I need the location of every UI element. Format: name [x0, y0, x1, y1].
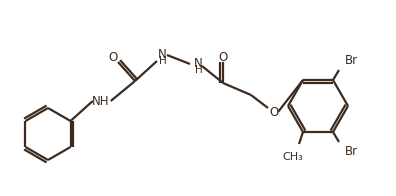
Text: CH₃: CH₃	[283, 152, 303, 162]
Text: O: O	[218, 51, 228, 64]
Text: O: O	[269, 105, 279, 119]
Text: Br: Br	[345, 54, 358, 66]
Text: H: H	[159, 56, 167, 66]
Text: O: O	[109, 51, 118, 64]
Text: NH: NH	[92, 94, 110, 107]
Text: Br: Br	[345, 145, 358, 159]
Text: N: N	[194, 56, 202, 70]
Text: N: N	[158, 47, 166, 61]
Text: H: H	[195, 65, 203, 75]
